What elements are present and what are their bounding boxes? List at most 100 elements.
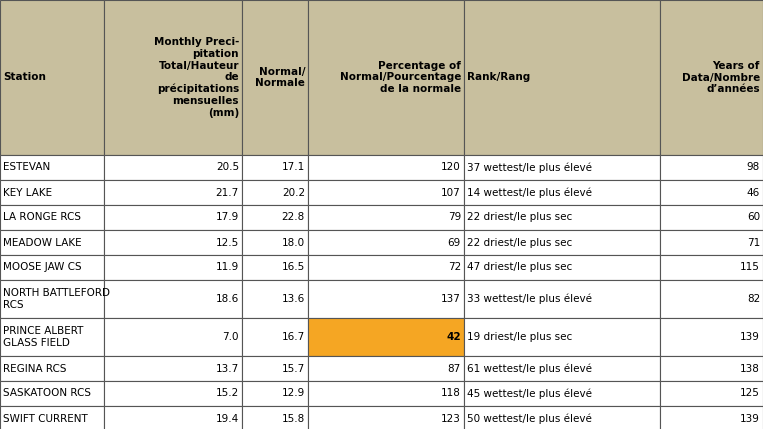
Bar xyxy=(308,280,464,318)
Bar xyxy=(308,230,464,255)
Text: 87: 87 xyxy=(448,363,461,374)
Bar xyxy=(0,0,104,155)
Text: 17.1: 17.1 xyxy=(282,163,305,172)
Bar xyxy=(660,205,763,230)
Text: Percentage of
Normal/Pourcentage
de la normale: Percentage of Normal/Pourcentage de la n… xyxy=(340,61,461,94)
Text: 7.0: 7.0 xyxy=(223,332,239,342)
Text: 125: 125 xyxy=(740,389,760,399)
Text: 21.7: 21.7 xyxy=(216,187,239,197)
Bar xyxy=(464,155,660,180)
Text: 22.8: 22.8 xyxy=(282,212,305,223)
Bar xyxy=(308,255,464,280)
Bar xyxy=(0,205,104,230)
Bar xyxy=(0,318,104,356)
Bar xyxy=(308,155,464,180)
Text: 46: 46 xyxy=(747,187,760,197)
Text: MOOSE JAW CS: MOOSE JAW CS xyxy=(3,263,82,272)
Text: 82: 82 xyxy=(747,294,760,304)
Bar xyxy=(464,356,660,381)
Text: 12.5: 12.5 xyxy=(216,238,239,248)
Bar xyxy=(0,356,104,381)
Text: 13.7: 13.7 xyxy=(216,363,239,374)
Bar xyxy=(104,205,242,230)
Bar xyxy=(242,205,308,230)
Bar xyxy=(0,255,104,280)
Text: LA RONGE RCS: LA RONGE RCS xyxy=(3,212,81,223)
Text: 11.9: 11.9 xyxy=(216,263,239,272)
Text: 115: 115 xyxy=(740,263,760,272)
Bar xyxy=(308,180,464,205)
Text: 16.5: 16.5 xyxy=(282,263,305,272)
Text: 20.2: 20.2 xyxy=(282,187,305,197)
Text: Rank/Rang: Rank/Rang xyxy=(467,73,530,82)
Text: 71: 71 xyxy=(747,238,760,248)
Bar xyxy=(660,356,763,381)
Text: 15.2: 15.2 xyxy=(216,389,239,399)
Bar xyxy=(242,0,308,155)
Text: Station: Station xyxy=(3,73,46,82)
Text: ESTEVAN: ESTEVAN xyxy=(3,163,50,172)
Text: 22 driest/le plus sec: 22 driest/le plus sec xyxy=(467,212,572,223)
Text: 33 wettest/le plus élevé: 33 wettest/le plus élevé xyxy=(467,294,592,304)
Bar xyxy=(104,255,242,280)
Bar xyxy=(660,155,763,180)
Text: 61 wettest/le plus élevé: 61 wettest/le plus élevé xyxy=(467,363,592,374)
Bar xyxy=(464,255,660,280)
Bar xyxy=(308,406,464,429)
Bar xyxy=(660,318,763,356)
Bar xyxy=(308,205,464,230)
Text: 13.6: 13.6 xyxy=(282,294,305,304)
Bar xyxy=(464,205,660,230)
Text: 18.6: 18.6 xyxy=(216,294,239,304)
Text: 15.7: 15.7 xyxy=(282,363,305,374)
Text: 50 wettest/le plus élevé: 50 wettest/le plus élevé xyxy=(467,413,592,424)
Bar xyxy=(308,0,464,155)
Bar xyxy=(242,318,308,356)
Bar xyxy=(464,381,660,406)
Text: 60: 60 xyxy=(747,212,760,223)
Text: 139: 139 xyxy=(740,414,760,423)
Text: 17.9: 17.9 xyxy=(216,212,239,223)
Bar xyxy=(242,406,308,429)
Text: 19.4: 19.4 xyxy=(216,414,239,423)
Text: NORTH BATTLEFORD
RCS: NORTH BATTLEFORD RCS xyxy=(3,288,110,310)
Text: Monthly Preci-
pitation
Total/Hauteur
de
précipitations
mensuelles
(mm): Monthly Preci- pitation Total/Hauteur de… xyxy=(153,37,239,118)
Bar xyxy=(104,0,242,155)
Text: 72: 72 xyxy=(448,263,461,272)
Text: SWIFT CURRENT: SWIFT CURRENT xyxy=(3,414,88,423)
Text: 107: 107 xyxy=(441,187,461,197)
Text: 42: 42 xyxy=(446,332,461,342)
Text: 20.5: 20.5 xyxy=(216,163,239,172)
Bar xyxy=(104,280,242,318)
Text: PRINCE ALBERT
GLASS FIELD: PRINCE ALBERT GLASS FIELD xyxy=(3,326,83,348)
Bar xyxy=(464,318,660,356)
Bar xyxy=(104,230,242,255)
Text: 79: 79 xyxy=(448,212,461,223)
Bar xyxy=(660,406,763,429)
Bar xyxy=(104,406,242,429)
Text: 45 wettest/le plus élevé: 45 wettest/le plus élevé xyxy=(467,388,592,399)
Bar xyxy=(0,230,104,255)
Bar xyxy=(242,280,308,318)
Text: 37 wettest/le plus élevé: 37 wettest/le plus élevé xyxy=(467,162,592,173)
Bar xyxy=(242,230,308,255)
Bar xyxy=(0,406,104,429)
Bar xyxy=(660,381,763,406)
Text: KEY LAKE: KEY LAKE xyxy=(3,187,52,197)
Bar xyxy=(242,155,308,180)
Text: 16.7: 16.7 xyxy=(282,332,305,342)
Bar xyxy=(242,356,308,381)
Text: REGINA RCS: REGINA RCS xyxy=(3,363,66,374)
Bar xyxy=(660,255,763,280)
Bar xyxy=(242,180,308,205)
Text: 120: 120 xyxy=(441,163,461,172)
Bar xyxy=(0,180,104,205)
Bar xyxy=(308,318,464,356)
Bar xyxy=(104,381,242,406)
Bar xyxy=(464,280,660,318)
Bar xyxy=(464,0,660,155)
Text: 137: 137 xyxy=(441,294,461,304)
Bar xyxy=(660,180,763,205)
Bar xyxy=(242,381,308,406)
Text: Years of
Data/Nombre
d’années: Years of Data/Nombre d’années xyxy=(682,61,760,94)
